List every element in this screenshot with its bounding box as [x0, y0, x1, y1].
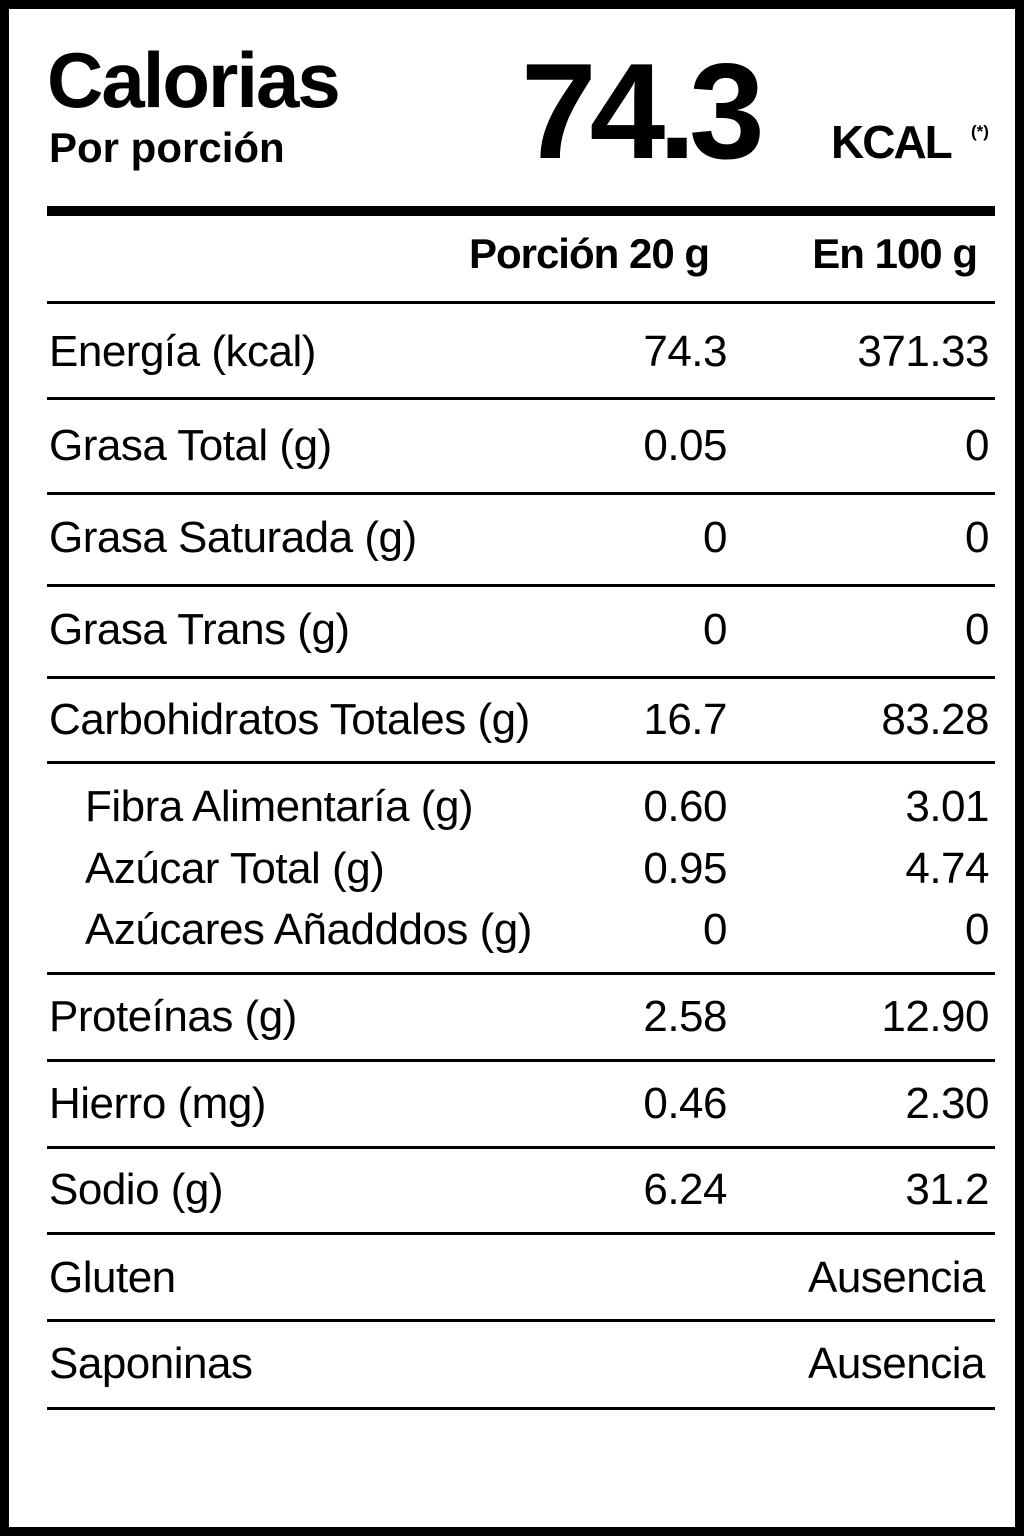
portion-value: 0 [703, 905, 727, 954]
nutrient-label: Grasa Saturada (g) [49, 513, 417, 562]
nutrient-row-total-sugar: Azúcar Total (g) 0.95 4.74 [9, 837, 1024, 901]
nutrient-label: Grasa Total (g) [49, 421, 332, 470]
nutrient-row-energy: Energía (kcal) 74.3 371.33 [9, 320, 1024, 384]
nutrient-label: Sodio (g) [49, 1165, 224, 1214]
calories-unit: KCAL [831, 116, 953, 168]
nutrient-row-carbohydrates: Carbohidratos Totales (g) 16.7 83.28 [9, 688, 1024, 752]
divider [47, 397, 995, 400]
calories-footnote-mark: (*) [971, 122, 989, 141]
portion-value: 0 [703, 605, 727, 654]
nutrient-label: Fibra Alimentaría (g) [85, 782, 474, 831]
per100-value: 12.90 [881, 992, 989, 1041]
portion-value: 0.46 [643, 1079, 727, 1128]
portion-value: 16.7 [643, 695, 727, 744]
portion-value: 0.95 [643, 844, 727, 893]
portion-value: 0.60 [643, 782, 727, 831]
presence-value: Ausencia [807, 1339, 986, 1388]
per100-value: 371.33 [857, 327, 989, 376]
divider [47, 492, 995, 495]
divider [47, 1059, 995, 1062]
divider [47, 676, 995, 679]
column-header-portion: Porción 20 g [468, 230, 710, 277]
nutrient-row-saturated-fat: Grasa Saturada (g) 0 0 [9, 506, 1024, 570]
nutrient-row-fiber: Fibra Alimentaría (g) 0.60 3.01 [9, 775, 1024, 839]
nutrient-row-saponins: Saponinas Ausencia [9, 1332, 1024, 1396]
divider [47, 1319, 995, 1322]
nutrient-label: Energía (kcal) [49, 327, 316, 376]
nutrient-row-iron: Hierro (mg) 0.46 2.30 [9, 1072, 1024, 1136]
calories-value: 74.3 [521, 35, 765, 187]
nutrient-label: Azúcar Total (g) [85, 844, 385, 893]
nutrient-row-gluten: Gluten Ausencia [9, 1246, 1024, 1310]
divider [47, 972, 995, 975]
presence-value: Ausencia [807, 1253, 986, 1302]
portion-value: 0 [703, 513, 727, 562]
divider [47, 1407, 995, 1410]
per100-value: 83.28 [881, 695, 989, 744]
nutrient-label: Gluten [49, 1253, 176, 1302]
per100-value: 3.01 [905, 782, 989, 831]
divider [47, 1146, 995, 1149]
per100-value: 4.74 [905, 844, 989, 893]
per100-value: 0 [965, 605, 989, 654]
portion-value: 0.05 [643, 421, 727, 470]
nutrient-label: Carbohidratos Totales (g) [49, 695, 530, 744]
portion-value: 6.24 [643, 1165, 727, 1214]
divider [47, 1232, 995, 1235]
nutrient-row-sodium: Sodio (g) 6.24 31.2 [9, 1158, 1024, 1222]
nutrient-row-protein: Proteínas (g) 2.58 12.90 [9, 985, 1024, 1049]
nutrient-row-trans-fat: Grasa Trans (g) 0 0 [9, 598, 1024, 662]
nutrient-label: Hierro (mg) [49, 1079, 266, 1128]
nutrient-label: Saponinas [49, 1339, 253, 1388]
portion-value: 2.58 [643, 992, 727, 1041]
calories-subtitle: Por porción [49, 124, 285, 171]
calories-title: Calorias [47, 36, 341, 124]
per100-value: 0 [965, 513, 989, 562]
nutrient-label: Grasa Trans (g) [49, 605, 350, 654]
portion-value: 74.3 [643, 327, 727, 376]
divider [47, 761, 995, 764]
nutrient-row-total-fat: Grasa Total (g) 0.05 0 [9, 414, 1024, 478]
per100-value: 0 [965, 421, 989, 470]
divider [47, 584, 995, 587]
column-header-per-100g: En 100 g [812, 230, 978, 277]
nutrient-label: Proteínas (g) [49, 992, 297, 1041]
nutrient-label: Azúcares Añadddos (g) [85, 905, 532, 954]
per100-value: 31.2 [905, 1165, 989, 1214]
nutrient-row-added-sugar: Azúcares Añadddos (g) 0 0 [9, 898, 1024, 962]
per100-value: 0 [965, 905, 989, 954]
divider [47, 301, 995, 304]
per100-value: 2.30 [905, 1079, 989, 1128]
thick-divider [47, 206, 995, 216]
